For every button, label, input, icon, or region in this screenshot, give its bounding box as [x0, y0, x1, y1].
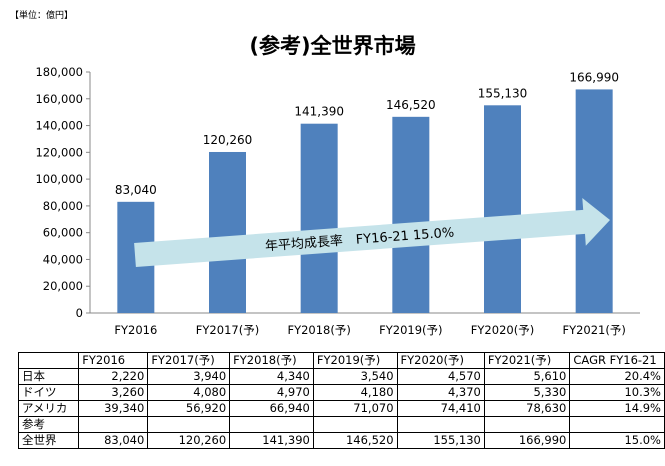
table-cell: 14.9%: [569, 400, 665, 417]
data-table: FY2016 FY2017(予) FY2018(予) FY2019(予) FY2020(…: [17, 352, 665, 449]
x-tick-label: FY2016: [114, 323, 157, 337]
table-cell: 4,080: [147, 384, 231, 401]
y-tick-label: 60,000: [43, 226, 83, 240]
bar-FY2020(予): [484, 105, 521, 314]
bar-FY2021(予): [575, 89, 613, 313]
table-cell: 3,260: [78, 384, 149, 401]
table-cell: 71,070: [312, 400, 398, 417]
table-cell: [396, 416, 485, 433]
unit-note: 【単位：億円】: [10, 11, 74, 21]
table-cell: 4,180: [312, 384, 398, 401]
table-row: 参考: [17, 416, 665, 433]
table-row: アメリカ 39,340 56,920 66,940 71,070 74,410 78,630…: [17, 400, 665, 417]
y-tick-label: 40,000: [43, 252, 83, 266]
y-tick-label: 100,000: [35, 172, 83, 186]
table-header-cell: FY2020(予): [396, 352, 485, 369]
table-cell: 78,630: [483, 400, 571, 417]
y-tick-label: 0: [76, 306, 83, 320]
table-header-cell: FY2016: [78, 352, 149, 369]
y-tick-label: 80,000: [43, 199, 83, 213]
table-cell: 3,940: [147, 368, 231, 385]
x-tick-label: FY2020(予): [471, 323, 534, 337]
y-tick-label: 140,000: [35, 119, 83, 133]
table-cell: 83,040: [78, 432, 149, 449]
table-header-cell: FY2019(予): [312, 352, 398, 369]
row-label-cell: ドイツ: [17, 384, 80, 401]
table-cell: 5,610: [483, 368, 571, 385]
row-label-cell: 日本: [17, 368, 80, 385]
table-header-cell: CAGR FY16-21: [569, 352, 665, 369]
table-row: ドイツ 3,260 4,080 4,970 4,180 4,370 5,330 10.3%: [17, 384, 665, 401]
bar-value-label: 83,040: [115, 183, 157, 197]
bar-chart: 0 20,000 40,000 60,000 80,000 100,000 120,000 1…: [35, 65, 640, 337]
table-cell: [147, 416, 231, 433]
bar-value-label: 141,390: [294, 105, 344, 119]
y-tick-label: 20,000: [43, 279, 83, 293]
row-label-cell: 全世界: [17, 432, 80, 449]
table-cell: 5,330: [483, 384, 571, 401]
table-cell: 141,390: [229, 432, 314, 449]
table-cell: 39,340: [78, 400, 149, 417]
table-cell: 4,340: [229, 368, 314, 385]
table-header-cell: FY2018(予): [229, 352, 314, 369]
table-cell: 166,990: [483, 432, 571, 449]
growth-arrow: [134, 198, 610, 267]
table-row: 全世界 83,040 120,260 141,390 146,520 155,130 166…: [17, 432, 665, 449]
table-cell: [569, 416, 665, 433]
table-cell: 120,260: [147, 432, 231, 449]
table-cell: 4,570: [396, 368, 485, 385]
bar-FY2017(予): [209, 151, 246, 313]
x-tick-label: FY2018(予): [287, 323, 350, 337]
y-tick-label: 160,000: [35, 92, 83, 106]
table-cell: 10.3%: [569, 384, 665, 401]
table-cell: 4,370: [396, 384, 485, 401]
bar-value-label: 155,130: [478, 86, 528, 100]
x-tick-label: FY2017(予): [196, 323, 259, 337]
table-cell: [78, 416, 149, 433]
table-cell: [483, 416, 571, 433]
y-tick-label: 180,000: [35, 65, 83, 79]
x-tick-label: FY2019(予): [379, 323, 442, 337]
table-cell: 2,220: [78, 368, 149, 385]
table-header-row: FY2016 FY2017(予) FY2018(予) FY2019(予) FY2020(…: [17, 352, 665, 369]
chart-title: (参考)全世界市場: [249, 34, 416, 58]
table-cell: 56,920: [147, 400, 231, 417]
table-cell: [312, 416, 398, 433]
bar-value-label: 166,990: [569, 70, 619, 84]
table-row: 日本 2,220 3,940 4,340 3,540 4,570 5,610 20.4%: [17, 368, 665, 385]
table-cell: 20.4%: [569, 368, 665, 385]
bar-value-label: 120,260: [203, 133, 253, 147]
table-cell: [229, 416, 314, 433]
table-cell: 146,520: [312, 432, 398, 449]
row-label-cell: アメリカ: [17, 400, 80, 417]
table-cell: 66,940: [229, 400, 314, 417]
table-cell: 4,970: [229, 384, 314, 401]
bar-FY2018(予): [300, 123, 338, 313]
table-cell: 15.0%: [569, 432, 665, 449]
table-header-cell: FY2021(予): [483, 352, 571, 369]
table-cell: 74,410: [396, 400, 485, 417]
table-cell: 155,130: [396, 432, 485, 449]
x-tick-label: FY2021(予): [562, 323, 625, 337]
table-header-cell: FY2017(予): [147, 352, 231, 369]
row-label-cell: 参考: [17, 416, 80, 433]
table-header-cell: [17, 352, 80, 369]
table-cell: 3,540: [312, 368, 398, 385]
bar-FY2019(予): [392, 116, 430, 314]
bar-value-label: 146,520: [386, 98, 436, 112]
y-tick-label: 120,000: [35, 145, 83, 159]
